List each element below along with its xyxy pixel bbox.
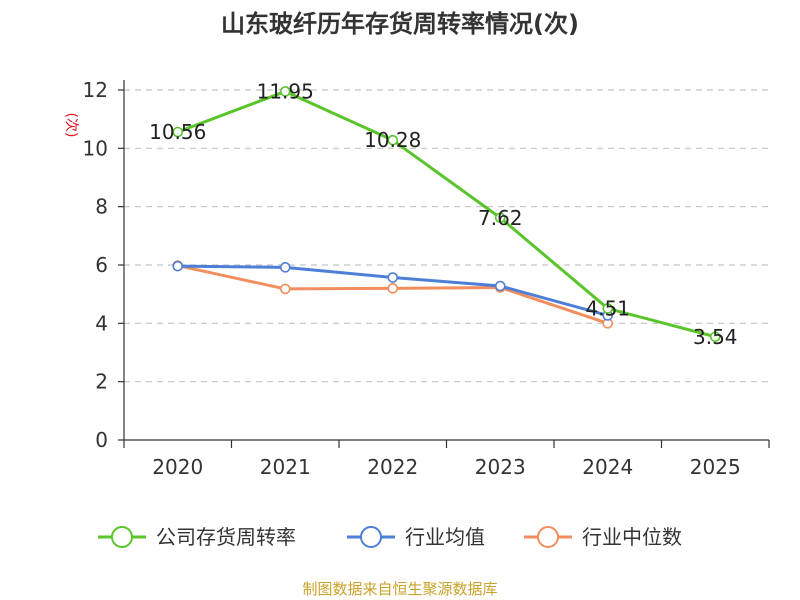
x-tick-label-2024: 2024: [582, 455, 633, 479]
series-0-point-2021[interactable]: [279, 86, 291, 97]
data-label-2025: 3.54: [693, 325, 738, 349]
legend-swatch-marker-2: [537, 526, 559, 548]
legend[interactable]: 公司存货周转率 行业均值 行业中位数: [98, 525, 682, 549]
y-tick-label-6: 12: [83, 78, 108, 102]
data-label-2021: 11.95: [257, 79, 314, 103]
x-tick-label-2021: 2021: [260, 455, 311, 479]
series-line-0: [177, 89, 716, 339]
y-tick-label-2: 4: [95, 311, 108, 335]
series-0-point-2025[interactable]: [709, 331, 721, 343]
y-tick-label-3: 6: [95, 253, 108, 277]
series-2-point-2021[interactable]: [279, 283, 291, 295]
data-label-2024: 4.51: [585, 296, 630, 320]
grid-lines: [124, 89, 769, 383]
series-1-point-2021[interactable]: [279, 262, 291, 273]
y-tick-label-1: 2: [95, 370, 108, 394]
x-tick-label-2025: 2025: [690, 455, 741, 479]
legend-swatch-marker-1: [360, 526, 382, 548]
series-0-point-2023[interactable]: [494, 212, 506, 224]
data-labels: 10.56 11.95 10.28 7.62 4.51 3.54: [149, 79, 737, 348]
source-note: 制图数据来自恒生聚源数据库: [302, 580, 497, 598]
data-label-2022: 10.28: [364, 128, 421, 152]
axes: 0 2 4 6 8 10 12 2020 2021 2022 2023 2024 2025: [83, 78, 770, 479]
data-label-2023: 7.62: [478, 206, 523, 230]
legend-label-1: 行业均值: [405, 525, 485, 549]
data-label-2020: 10.56: [149, 120, 206, 144]
y-tick-label-5: 10: [83, 136, 108, 160]
x-tick-label-2023: 2023: [475, 455, 526, 479]
legend-item-0[interactable]: 公司存货周转率: [98, 525, 296, 549]
series-0-point-2024[interactable]: [602, 303, 614, 314]
series-0-point-2020[interactable]: [172, 126, 184, 138]
series-1-point-2020[interactable]: [172, 260, 184, 272]
legend-item-1[interactable]: 行业均值: [347, 525, 485, 549]
y-tick-label-4: 8: [95, 195, 108, 219]
y-tick-label-0: 0: [95, 428, 108, 452]
legend-item-2[interactable]: 行业中位数: [524, 525, 682, 549]
series-1-point-2023[interactable]: [494, 280, 506, 292]
legend-swatch-marker-0: [111, 526, 133, 548]
x-tick-label-2020: 2020: [152, 455, 203, 479]
chart-title: 山东玻纤历年存货周转率情况(次): [221, 10, 579, 38]
legend-label-2: 行业中位数: [582, 525, 682, 549]
series-layer: [172, 86, 721, 343]
series-1-point-2022[interactable]: [387, 272, 399, 283]
y-axis-label: (次): [63, 113, 79, 138]
series-2-point-2022[interactable]: [387, 283, 399, 294]
x-tick-label-2022: 2022: [367, 455, 418, 479]
legend-label-0: 公司存货周转率: [156, 525, 296, 549]
series-0-point-2022[interactable]: [387, 134, 399, 146]
